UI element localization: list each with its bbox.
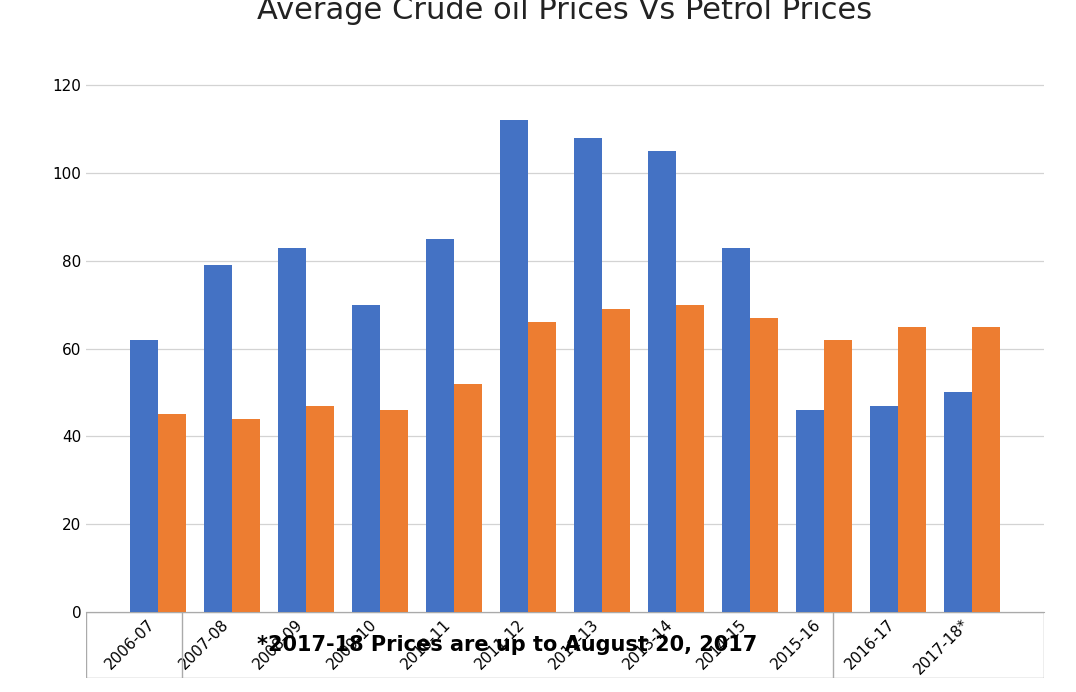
Bar: [676, 304, 704, 612]
Bar: [944, 392, 972, 612]
Bar: [722, 248, 750, 612]
Bar: [306, 406, 334, 612]
Bar: [750, 318, 778, 612]
Bar: [648, 151, 676, 612]
Bar: [158, 415, 186, 612]
Bar: [824, 340, 852, 612]
Bar: [499, 120, 528, 612]
Title: Average Crude oil Prices Vs Petrol Prices: Average Crude oil Prices Vs Petrol Price…: [257, 0, 873, 26]
Text: *2017-18 Prices are up to August 20, 2017: *2017-18 Prices are up to August 20, 201…: [257, 635, 758, 655]
Bar: [380, 410, 408, 612]
Bar: [129, 340, 158, 612]
Bar: [454, 383, 482, 612]
Bar: [869, 406, 898, 612]
Bar: [278, 248, 306, 612]
Bar: [574, 138, 601, 612]
Bar: [426, 239, 454, 612]
Bar: [898, 327, 926, 612]
Bar: [231, 419, 260, 612]
Bar: [601, 309, 631, 612]
Bar: [352, 304, 380, 612]
Bar: [528, 322, 556, 612]
Bar: [796, 410, 824, 612]
Bar: [972, 327, 1001, 612]
Bar: [203, 265, 231, 612]
